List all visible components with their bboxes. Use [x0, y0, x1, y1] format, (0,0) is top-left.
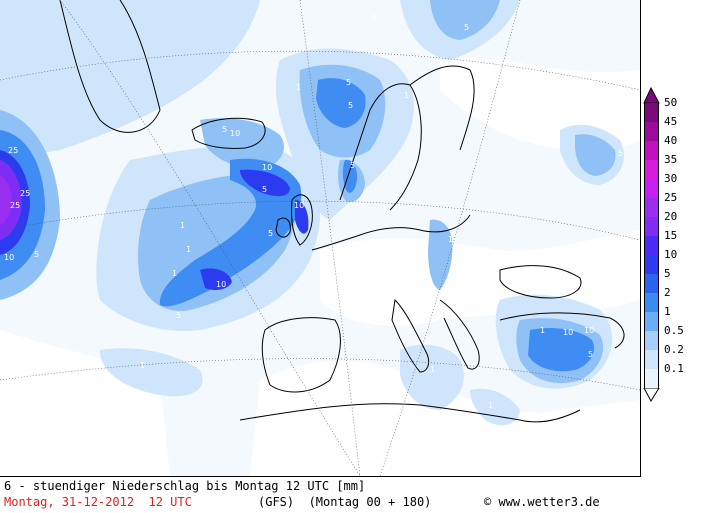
legend-label: 40: [664, 134, 678, 147]
legend-swatch: [644, 236, 659, 255]
legend-label: 15: [664, 229, 678, 242]
legend-row: 40: [640, 135, 704, 160]
copyright-icon: ©: [484, 495, 492, 509]
legend-swatch: [644, 312, 659, 331]
legend-row: 1: [640, 306, 704, 331]
legend-swatch: [644, 331, 659, 350]
legend-swatch: [644, 274, 659, 293]
contour-label: 10: [563, 328, 573, 337]
legend-row: 2: [640, 287, 704, 312]
contour-label: 5: [588, 350, 593, 359]
legend-swatch: [644, 369, 659, 388]
contour-label: 1: [296, 83, 301, 92]
legend-row: 5: [640, 268, 704, 293]
contour-label: 1: [172, 269, 177, 278]
contour-label: 5: [350, 161, 355, 170]
legend-swatch: [644, 217, 659, 236]
legend-label: 50: [664, 96, 678, 109]
contour-label: 1: [430, 365, 435, 374]
contour-label: 1: [448, 235, 453, 244]
color-scale-legend: 50 45 40 35 30 25 20 15 10 5 2 1 0.5 0.2 0.1: [640, 84, 704, 402]
model-run: (GFS) (Montag 00 + 180): [258, 495, 432, 509]
legend-row: 10: [640, 249, 704, 274]
contour-label: 5: [346, 78, 351, 87]
map-canvas: 25 25 25 10 5 10 5 10 5 10 5 10 5 5 5 5 …: [0, 0, 640, 476]
contour-label: 5: [348, 101, 353, 110]
legend-label: 20: [664, 210, 678, 223]
contour-label: 25: [20, 189, 30, 198]
contour-label: 5: [176, 311, 181, 320]
legend-row: 0.1: [640, 363, 704, 388]
legend-label: 35: [664, 153, 678, 166]
contour-label: 5: [618, 149, 623, 158]
legend-label: 30: [664, 172, 678, 185]
legend-row: 15: [640, 230, 704, 255]
legend-swatch: [644, 179, 659, 198]
contour-label: 25: [8, 146, 18, 155]
contour-label: 1: [92, 368, 97, 377]
legend-row: 45: [640, 116, 704, 141]
legend-label: 10: [664, 248, 678, 261]
contour-labels: 25 25 25 10 5 10 5 10 5 10 5 10 5 5 5 5 …: [4, 13, 623, 410]
legend-rows: 50 45 40 35 30 25 20 15 10 5 2 1 0.5 0.2 0.1: [640, 97, 704, 388]
contour-label: 10: [262, 163, 272, 172]
contour-label: 1: [540, 326, 545, 335]
graticule: [0, 0, 640, 476]
legend-label: 1: [664, 305, 671, 318]
legend-swatch: [644, 255, 659, 274]
valid-date: Montag, 31-12-2012 12 UTC: [4, 495, 192, 509]
contour-label: 1: [186, 245, 191, 254]
contour-label: 5: [464, 23, 469, 32]
legend-swatch: [644, 160, 659, 179]
contour-label: 5: [262, 185, 267, 194]
contour-label: 1: [372, 13, 377, 22]
copyright: © www.wetter3.de: [484, 495, 600, 509]
legend-swatch: [644, 103, 659, 122]
precipitation-map: 25 25 25 10 5 10 5 10 5 10 5 10 5 5 5 5 …: [0, 0, 641, 477]
legend-swatch: [644, 293, 659, 312]
legend-swatch: [644, 141, 659, 160]
legend-label: 45: [664, 115, 678, 128]
legend-label: 5: [664, 267, 671, 280]
contour-label: 10: [216, 280, 226, 289]
contour-label: 5: [34, 250, 39, 259]
map-footer: 6 - stuendiger Niederschlag bis Montag 1…: [0, 477, 704, 513]
legend-label: 2: [664, 286, 671, 299]
contour-label: 1: [140, 361, 145, 370]
contour-label: 1: [488, 401, 493, 410]
legend-row: 20: [640, 211, 704, 236]
contour-label: 25: [10, 201, 20, 210]
contour-label: 10: [584, 326, 594, 335]
contour-label: 1: [180, 221, 185, 230]
legend-label: 0.2: [664, 343, 684, 356]
copyright-url: www.wetter3.de: [498, 495, 600, 509]
legend-label: 0.5: [664, 324, 684, 337]
legend-row: 35: [640, 154, 704, 179]
legend-row: 30: [640, 173, 704, 198]
contour-label: 10: [294, 201, 304, 210]
precip-extreme-core: [0, 160, 22, 240]
legend-swatch: [644, 122, 659, 141]
contour-label: 1: [404, 91, 409, 100]
legend-swatch: [644, 198, 659, 217]
legend-bottom-arrow: [643, 388, 660, 402]
legend-row: 25: [640, 192, 704, 217]
coastlines: [59, 0, 625, 423]
contour-label: 10: [230, 129, 240, 138]
contour-label: 5: [268, 229, 273, 238]
map-description: 6 - stuendiger Niederschlag bis Montag 1…: [4, 479, 366, 493]
legend-row: 50: [640, 97, 704, 122]
legend-swatch: [644, 350, 659, 369]
legend-row: 0.2: [640, 344, 704, 369]
legend-label: 25: [664, 191, 678, 204]
legend-row: 0.5: [640, 325, 704, 350]
contour-label: 10: [4, 253, 14, 262]
legend-label: 0.1: [664, 362, 684, 375]
contour-label: 5: [222, 125, 227, 134]
